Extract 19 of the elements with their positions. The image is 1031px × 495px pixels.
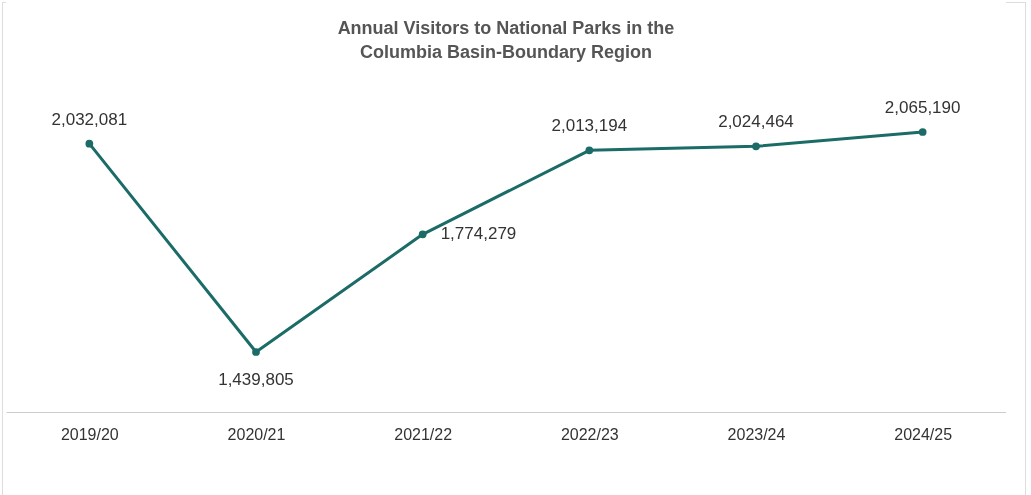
point xyxy=(85,139,94,148)
x-tick-label: 2020/21 xyxy=(227,425,286,443)
chart-title: Annual Visitors to National Parks in the Columbia Basin-Boundary Region xyxy=(337,18,675,62)
point xyxy=(918,128,927,136)
data-label: 1,439,805 xyxy=(218,370,294,389)
data-label: 2,024,464 xyxy=(718,112,794,132)
x-tick-label: 2024/25 xyxy=(894,425,953,443)
point xyxy=(418,230,427,239)
point xyxy=(752,142,760,151)
point xyxy=(585,146,594,155)
x-tick-label: 2019/20 xyxy=(60,425,119,443)
data-label: 2,013,194 xyxy=(551,116,628,136)
x-tick-label: 2023/24 xyxy=(727,425,786,443)
data-label: 1,774,279 xyxy=(440,224,517,244)
data-label: 2,065,190 xyxy=(884,98,961,117)
x-tick-label: 2021/22 xyxy=(394,425,453,443)
point xyxy=(252,348,260,356)
x-tick-label: 2022/23 xyxy=(560,425,619,443)
data-label: 2,032,081 xyxy=(51,109,128,129)
